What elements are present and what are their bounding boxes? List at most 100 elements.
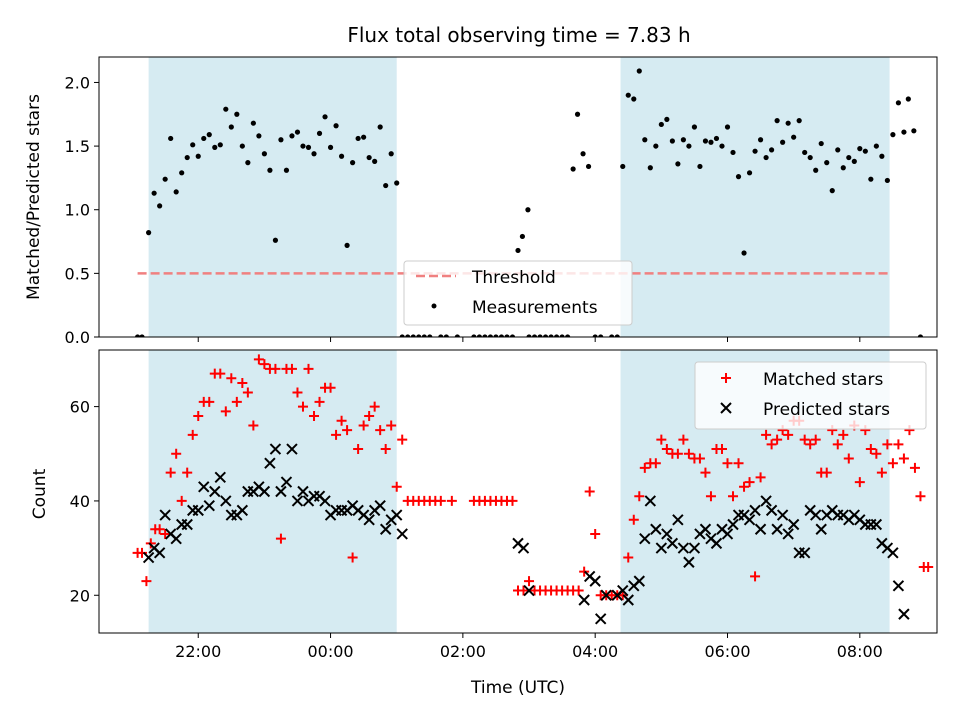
matched-point xyxy=(518,585,529,596)
measurement-point xyxy=(895,100,902,106)
measurement-point xyxy=(476,334,483,337)
measurement-point xyxy=(509,334,516,337)
measurement-point xyxy=(223,106,229,112)
measurement-point xyxy=(272,237,279,243)
matched-point xyxy=(810,434,821,445)
y-tick-label: 2.0 xyxy=(65,73,90,92)
measurement-point xyxy=(691,124,698,130)
axes-frame xyxy=(98,56,938,338)
matched-point xyxy=(909,462,920,473)
measurement-point xyxy=(813,167,819,173)
matched-point xyxy=(309,411,320,422)
matched-point xyxy=(187,429,198,440)
predicted-point xyxy=(710,537,723,550)
measurement-point xyxy=(195,153,201,159)
measurement-point xyxy=(239,143,245,149)
ratio-panel: 0.0 0.5 1.0 1.5 2.0 xyxy=(65,56,938,347)
predicted-point xyxy=(589,575,601,587)
predicted-stars-series xyxy=(142,443,910,625)
matched-point xyxy=(364,411,375,422)
measurement-point xyxy=(316,130,323,136)
measurement-point xyxy=(862,148,868,154)
measurement-point xyxy=(780,139,786,145)
predicted-point xyxy=(523,584,535,597)
measurement-point xyxy=(443,334,449,337)
matched-point xyxy=(683,448,694,459)
matched-point xyxy=(772,434,783,445)
measurement-point xyxy=(884,177,890,184)
measurement-point xyxy=(901,129,907,135)
measurement-point xyxy=(669,138,675,144)
measurement-point xyxy=(785,120,791,126)
measurement-point xyxy=(250,120,256,126)
measurement-point xyxy=(361,134,367,140)
measurement-point xyxy=(769,147,775,153)
matched-point xyxy=(728,491,739,502)
measurement-point xyxy=(190,142,196,148)
measurement-point xyxy=(636,68,642,74)
predicted-point xyxy=(578,594,590,606)
measurement-point xyxy=(519,233,526,240)
x-tick-label: 04:00 xyxy=(572,642,618,661)
measurement-point xyxy=(201,135,207,142)
measurement-point xyxy=(746,170,753,176)
predicted-point xyxy=(898,608,910,620)
predicted-point xyxy=(622,594,634,606)
matched-point xyxy=(821,467,832,478)
measurement-point xyxy=(609,334,615,337)
night-band-1 xyxy=(148,57,397,337)
matched-point xyxy=(331,429,342,440)
predicted-point xyxy=(214,471,226,484)
predicted-point xyxy=(782,528,794,540)
matched-point xyxy=(882,439,893,450)
measurement-point xyxy=(585,163,592,170)
measurement-point xyxy=(333,123,339,129)
measurement-point xyxy=(134,334,141,337)
matched-point xyxy=(336,415,347,426)
measurement-point xyxy=(399,334,405,337)
measurement-point xyxy=(653,143,659,149)
measurement-point xyxy=(675,161,681,167)
predicted-point xyxy=(655,542,668,554)
measurement-point xyxy=(620,163,626,170)
y-tick-label: 0.0 xyxy=(65,328,90,347)
matched-point xyxy=(182,467,193,478)
measurement-point xyxy=(179,170,185,176)
measurement-point xyxy=(802,149,808,156)
measurement-point xyxy=(542,334,549,337)
predicted-point xyxy=(743,514,756,526)
measurement-point xyxy=(857,146,863,152)
predicted-point xyxy=(765,504,778,517)
matched-point xyxy=(286,363,297,374)
measurement-point xyxy=(905,96,911,102)
predicted-point xyxy=(142,551,155,564)
measurement-point xyxy=(647,165,653,171)
measurement-point xyxy=(184,154,190,161)
night-band-2 xyxy=(620,57,890,337)
measurement-point xyxy=(405,334,411,337)
matched-point xyxy=(171,448,182,459)
matched-point xyxy=(634,491,645,502)
measurement-point xyxy=(498,334,505,337)
predicted-point xyxy=(258,485,271,498)
predicted-point xyxy=(776,509,789,521)
measurement-point xyxy=(774,118,780,124)
top-y-axis-label: Matched/Predicted stars xyxy=(24,94,44,300)
measurement-point xyxy=(217,142,223,148)
matched-point xyxy=(893,439,904,450)
predicted-point xyxy=(396,528,408,540)
measurement-point xyxy=(686,143,692,149)
predicted-point xyxy=(374,499,386,512)
measurement-point xyxy=(355,135,361,142)
predicted-point xyxy=(319,495,331,507)
matched-point xyxy=(275,533,286,544)
matched-point xyxy=(871,448,882,459)
matched-stars-series xyxy=(132,354,934,601)
matched-point xyxy=(584,486,595,497)
measurement-point xyxy=(890,132,896,138)
measurement-point xyxy=(438,334,444,337)
ratio-legend-box xyxy=(403,260,633,326)
matched-point xyxy=(854,477,865,488)
measurement-point xyxy=(829,188,835,194)
